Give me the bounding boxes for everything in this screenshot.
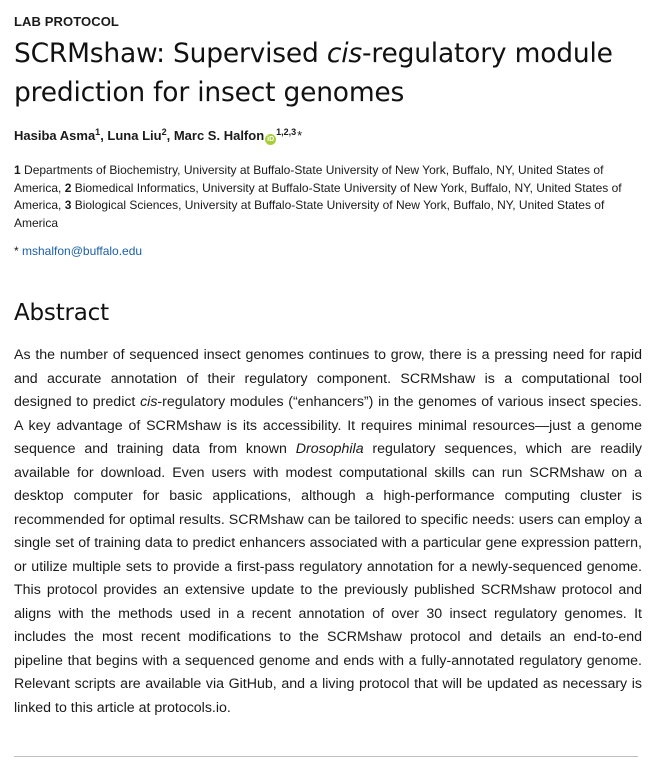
article-title: SCRMshaw: Supervised cis-regulatory modu… <box>14 34 644 112</box>
abstract-text-1: As the number of sequenced insect genome… <box>14 347 642 410</box>
title-part-1: SCRMshaw: Supervised <box>14 38 327 69</box>
affiliation-number: 3 <box>64 198 72 212</box>
author-name[interactable]: Hasiba Asma <box>14 128 96 143</box>
author-affiliation-marker: 1 <box>95 127 101 137</box>
abstract-text-2: -regulatory modules (“enhancers”) in the… <box>14 394 642 457</box>
correspondence-marker: * <box>14 244 23 258</box>
corresponding-author-marker: * <box>297 128 303 143</box>
title-part-2: -regulatory module prediction for insect… <box>14 38 613 108</box>
article-type-label: LAB PROTOCOL <box>14 14 119 29</box>
author-name[interactable]: Marc S. Halfon <box>173 128 265 143</box>
author-affiliation-marker: 2 <box>161 127 167 137</box>
abstract-heading: Abstract <box>14 300 109 326</box>
affiliation-text: Biological Sciences, University at Buffa… <box>14 198 605 230</box>
affiliation-text: Biomedical Informatics, University at Bu… <box>14 180 622 213</box>
author-affiliation-marker: 1,2,3 <box>276 127 297 137</box>
abstract-body: As the number of sequenced insect genome… <box>14 344 642 720</box>
affiliation-text: Departments of Biochemistry, University … <box>14 163 604 195</box>
email-link[interactable]: mshalfon@buffalo.edu <box>22 244 143 258</box>
author-name[interactable]: Luna Liu <box>107 128 162 143</box>
affiliation-number: 2 <box>64 180 72 195</box>
abstract-text-3: regulatory sequences, which are readily … <box>14 441 643 716</box>
orcid-icon[interactable]: iD <box>265 134 277 145</box>
author-separator: , <box>166 128 174 143</box>
correspondence: * mshalfon@buffalo.edu <box>14 244 142 258</box>
section-divider <box>14 756 638 757</box>
title-italic-term: cis <box>326 38 362 69</box>
abstract-italic-drosophila: Drosophila <box>295 441 364 457</box>
author-separator: , <box>100 128 108 143</box>
author-list: Hasiba Asma1, Luna Liu2, Marc S. Halfon i… <box>14 128 302 145</box>
abstract-italic-cis: cis <box>140 394 158 410</box>
affiliations: 1 Departments of Biochemistry, Universit… <box>14 162 638 232</box>
affiliation-number: 1 <box>14 163 21 177</box>
